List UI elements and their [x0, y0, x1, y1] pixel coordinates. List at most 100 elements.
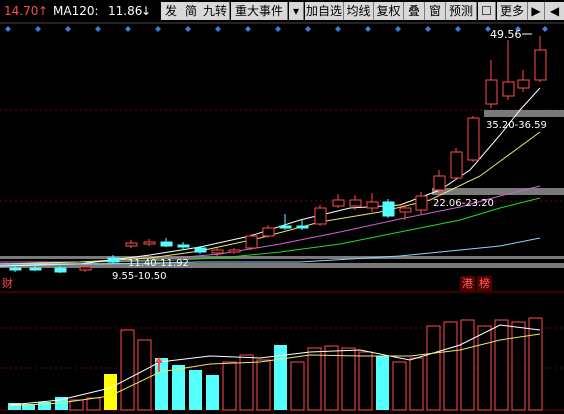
candle-body: [29, 267, 42, 271]
candle-body: [143, 241, 156, 245]
ma120-label: MA120:: [53, 4, 99, 18]
volume-bar: [104, 374, 117, 410]
event-tag-financial: 财: [2, 276, 13, 290]
range-label-2: 22.06-23.20: [433, 198, 494, 209]
candle-body: [160, 241, 173, 247]
event-tag-list: 榜: [479, 276, 490, 290]
volume-bar: [172, 365, 185, 410]
volume-bar: [494, 319, 509, 411]
jiuzhuan-button[interactable]: 九转: [201, 2, 230, 20]
event-diamond-icon[interactable]: [125, 26, 131, 32]
candle-body: [54, 267, 67, 273]
volume-bar: [22, 404, 35, 410]
band-10: [0, 263, 564, 268]
range-label-1: 35.20-36.59: [486, 120, 547, 131]
volume-bar: [38, 402, 51, 410]
scroll-right-icon[interactable]: ▶: [528, 2, 545, 20]
event-diamond-icon[interactable]: [305, 26, 311, 32]
candle-body: [366, 201, 379, 209]
add-watchlist-button[interactable]: 加自选: [305, 2, 344, 20]
overlay-button[interactable]: 叠: [404, 2, 425, 20]
event-tag-hk-box: [460, 276, 475, 291]
candle-body: [485, 79, 498, 105]
ma-line-white: [0, 87, 541, 267]
event-diamond-icon[interactable]: [35, 26, 41, 32]
event-diamond-icon[interactable]: [275, 26, 281, 32]
ma-line-cyan: [0, 237, 541, 265]
event-diamond-icon[interactable]: [395, 26, 401, 32]
event-diamond-icon[interactable]: [215, 26, 221, 32]
fa-button[interactable]: 发: [161, 2, 182, 20]
event-diamond-icon[interactable]: [335, 26, 341, 32]
volume-bar: [69, 399, 84, 411]
toolbar: 14.70 ↑ MA120: 11.86 ↓ 发 简 九转 重大事件 ▾ 加自选…: [0, 0, 564, 22]
event-diamond-icon[interactable]: [185, 26, 191, 32]
volume-bar: [8, 403, 21, 410]
volume-bar: [307, 347, 322, 411]
more-button[interactable]: 更多: [497, 2, 528, 20]
price-labels: 49.56 35.20-36.59 22.06-23.20 11.40-11.9…: [112, 28, 547, 282]
volume-bar: [376, 356, 389, 410]
candle-body: [9, 267, 22, 271]
volume-bar: [206, 375, 219, 410]
event-diamond-icon[interactable]: [455, 26, 461, 32]
candle-body: [211, 249, 224, 254]
candle-body: [279, 225, 292, 229]
event-diamond-icon[interactable]: [155, 26, 161, 32]
event-diamond-icon[interactable]: [515, 26, 521, 32]
ma120-value: 11.86: [108, 4, 143, 18]
moving-average-button[interactable]: 均线: [344, 2, 374, 20]
candle-body: [332, 199, 345, 207]
volume-ma-white: [9, 324, 541, 406]
volume-bar: [443, 321, 458, 411]
major-events-button[interactable]: 重大事件: [231, 2, 288, 20]
volume-bar: [409, 357, 424, 411]
volume-bar: [392, 361, 407, 411]
event-tag-hk: 港: [462, 277, 473, 290]
volume-bar: [137, 339, 152, 411]
candle-body: [450, 151, 463, 179]
band-11: [0, 256, 564, 259]
window-button[interactable]: 窗: [425, 2, 446, 20]
close-panel-icon[interactable]: ◀: [545, 2, 564, 20]
volume-bar: [477, 325, 492, 411]
volume-bar: [189, 370, 202, 410]
event-diamond-icon[interactable]: [425, 26, 431, 32]
adjust-price-button[interactable]: 复权: [374, 2, 404, 20]
volume-bar: [274, 345, 287, 410]
forecast-button[interactable]: 预测: [446, 2, 477, 20]
volume-ma-yellow: [9, 333, 541, 407]
candle-body: [177, 244, 190, 248]
candle-body: [262, 227, 275, 237]
candle-body: [228, 249, 241, 253]
band-23: [432, 188, 564, 195]
event-marker-row: [5, 26, 548, 32]
range-label-3: 11.40-11.92: [128, 258, 189, 269]
event-diamond-icon[interactable]: [485, 26, 491, 32]
volume-up-arrow-icon: [155, 357, 163, 372]
event-diamond-icon[interactable]: [5, 26, 11, 32]
checkbox-icon[interactable]: ☐: [478, 2, 496, 20]
volume-bar: [290, 361, 305, 411]
volume-bar: [426, 325, 441, 411]
volume-bar: [324, 345, 339, 411]
candle-body: [433, 175, 446, 191]
event-tag-list-box: [477, 276, 492, 291]
volume-bar: [155, 358, 168, 410]
event-diamond-icon[interactable]: [245, 26, 251, 32]
candle-body: [349, 199, 362, 207]
candle-body: [517, 79, 530, 89]
event-diamond-icon[interactable]: [365, 26, 371, 32]
range-label-4: 9.55-10.50: [112, 271, 167, 282]
candle-body: [296, 225, 309, 229]
event-diamond-icon[interactable]: [542, 26, 548, 32]
dropdown-arrow-icon[interactable]: ▾: [289, 2, 304, 20]
event-diamond-icon[interactable]: [95, 26, 101, 32]
volume-ma-lines: [9, 324, 541, 407]
volume-bar: [239, 354, 254, 411]
candle-body: [194, 247, 207, 253]
candle-body: [79, 266, 92, 271]
event-diamond-icon[interactable]: [65, 26, 71, 32]
volume-bar: [358, 351, 373, 411]
